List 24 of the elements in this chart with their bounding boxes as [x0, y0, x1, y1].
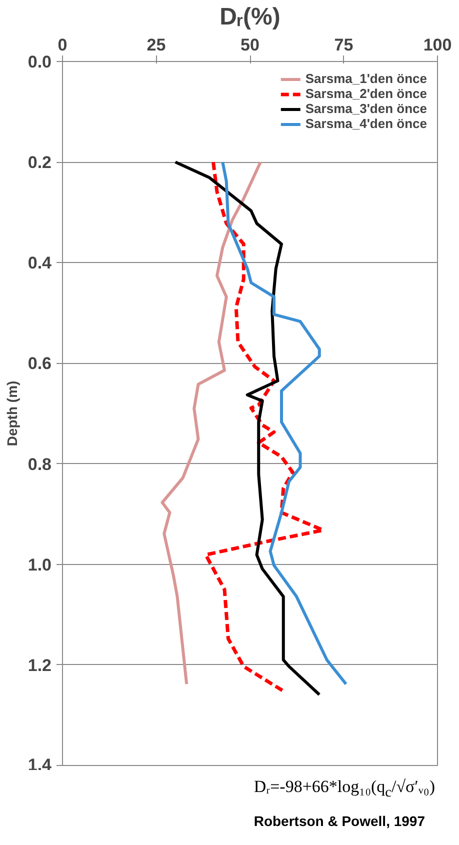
legend-label: Sarsma_2'den önce [305, 86, 427, 101]
legend-label: Sarsma_1'den önce [305, 71, 427, 86]
line-series [221, 160, 348, 686]
legend-label: Sarsma_3'den önce [305, 101, 427, 116]
x-tick-label: 25 [146, 36, 166, 54]
x-tick-label: 100 [423, 36, 452, 54]
legend-label: Sarsma_4'den önce [305, 116, 427, 131]
y-tick-label: 0.8 [28, 454, 52, 474]
y-tick-label: 1.2 [28, 656, 52, 675]
y-tick-label: 0.2 [28, 153, 52, 172]
x-axis-title: Dᵣ(%) [220, 4, 280, 30]
y-tick-label: 0.4 [28, 254, 52, 273]
x-tick-label: 50 [240, 36, 260, 54]
y-tick-label: 0.6 [28, 354, 52, 374]
line-series [204, 160, 325, 693]
line-series [174, 160, 321, 696]
text: Robertson & Powell, 1997 [252, 812, 425, 831]
y-tick-label: 1.0 [28, 555, 52, 574]
text: Dᵣ=-98+66*log₁₀(q$_{c}$/√σ′ᵥ₀) [252, 776, 435, 802]
x-tick-label: 75 [334, 36, 354, 54]
y-tick-label: 0.0 [28, 52, 52, 72]
x-tick-label: 0 [58, 36, 68, 54]
y-axis-title: Depth (m) [4, 380, 20, 446]
line-series [160, 160, 262, 686]
